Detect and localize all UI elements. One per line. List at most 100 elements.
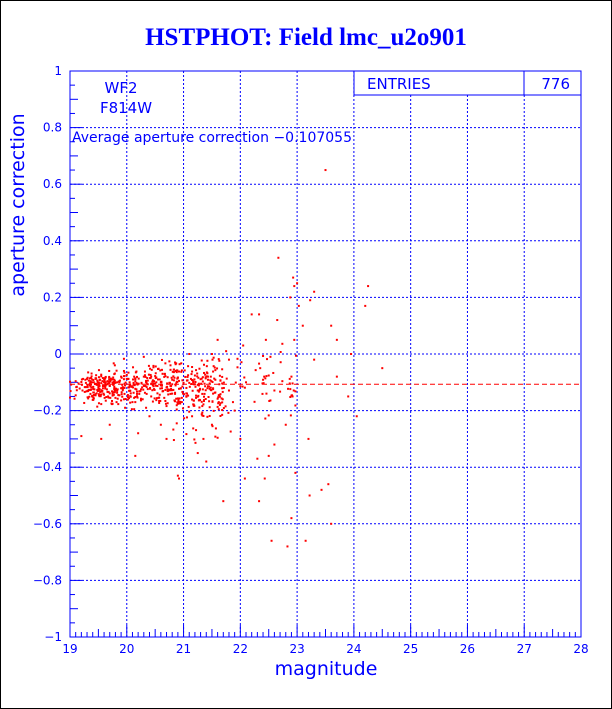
data-point <box>180 401 183 404</box>
data-point <box>202 403 205 406</box>
data-point <box>142 384 145 387</box>
data-point <box>145 386 148 389</box>
data-point <box>108 382 111 385</box>
data-point <box>201 388 204 391</box>
data-point <box>102 384 105 387</box>
y-tick-label: −0.6 <box>33 517 62 531</box>
data-point <box>85 390 88 393</box>
data-point <box>94 394 97 397</box>
data-point <box>180 396 183 399</box>
data-point <box>158 393 161 396</box>
data-point <box>108 384 111 387</box>
data-point <box>152 364 155 367</box>
data-point <box>169 364 172 367</box>
data-point <box>88 377 91 380</box>
data-point <box>269 399 272 402</box>
data-point <box>262 382 265 385</box>
data-point <box>196 389 199 392</box>
data-point <box>294 390 297 393</box>
ticks <box>69 70 582 638</box>
data-point <box>240 361 243 364</box>
data-point <box>149 386 152 389</box>
data-point <box>156 384 159 387</box>
data-point <box>142 375 145 378</box>
data-point <box>100 393 103 396</box>
data-point <box>113 385 116 388</box>
data-point <box>160 384 163 387</box>
data-point <box>108 392 111 395</box>
data-point <box>90 386 93 389</box>
data-point <box>167 393 170 396</box>
data-point <box>204 376 207 379</box>
data-point <box>222 500 225 503</box>
data-point <box>243 477 246 480</box>
data-point <box>100 403 103 406</box>
y-tick-label: −0.8 <box>33 573 62 587</box>
data-point <box>172 388 175 391</box>
data-point <box>191 366 194 369</box>
data-point <box>100 389 103 392</box>
data-point <box>120 393 123 396</box>
data-point <box>122 378 125 381</box>
data-point <box>106 383 109 386</box>
data-point <box>148 415 151 418</box>
data-point <box>264 338 267 341</box>
data-point <box>209 386 212 389</box>
data-point <box>128 389 131 392</box>
data-point <box>304 539 307 542</box>
data-point <box>254 369 257 372</box>
data-point <box>121 383 124 386</box>
data-point <box>102 392 105 395</box>
data-point <box>95 377 98 380</box>
data-point <box>258 313 261 316</box>
data-point <box>180 362 183 365</box>
data-point <box>177 399 180 402</box>
data-point <box>180 370 183 373</box>
data-point <box>267 374 270 377</box>
data-point <box>146 379 149 382</box>
data-point <box>211 381 214 384</box>
data-point <box>164 399 167 402</box>
data-point <box>161 390 164 393</box>
data-point <box>130 408 133 411</box>
data-point <box>104 387 107 390</box>
data-point <box>107 396 110 399</box>
y-tick-label: −0.2 <box>33 404 62 418</box>
data-point <box>120 391 123 394</box>
data-point <box>150 395 153 398</box>
data-point <box>197 390 200 393</box>
data-point <box>175 362 178 365</box>
data-point <box>221 398 224 401</box>
data-point <box>142 355 145 358</box>
data-point <box>250 313 253 316</box>
data-point <box>227 411 230 414</box>
data-point <box>163 396 166 399</box>
data-point <box>201 380 204 383</box>
tick-labels: 19 20 21 22 23 24 25 26 27 28 −1 −0.8 −0.6 −0.4 −0.2 0 0… <box>33 64 589 656</box>
data-point <box>111 394 114 397</box>
data-point <box>146 383 149 386</box>
data-point <box>122 369 125 372</box>
data-point <box>92 381 95 384</box>
data-point <box>335 375 338 378</box>
data-point <box>103 381 106 384</box>
data-point <box>175 369 178 372</box>
data-point <box>258 500 261 503</box>
data-point <box>185 433 188 436</box>
data-point <box>218 374 221 377</box>
data-point <box>204 377 207 380</box>
data-point <box>165 405 168 408</box>
data-point <box>96 379 99 382</box>
data-point <box>104 384 107 387</box>
data-point <box>164 388 167 391</box>
data-point <box>197 384 200 387</box>
data-point <box>136 396 139 399</box>
data-point <box>132 381 135 384</box>
data-point <box>197 382 200 385</box>
data-point <box>118 379 121 382</box>
data-point <box>124 384 127 387</box>
data-point <box>160 368 163 371</box>
data-point <box>266 358 269 361</box>
data-point <box>292 389 295 392</box>
data-point <box>106 390 109 393</box>
